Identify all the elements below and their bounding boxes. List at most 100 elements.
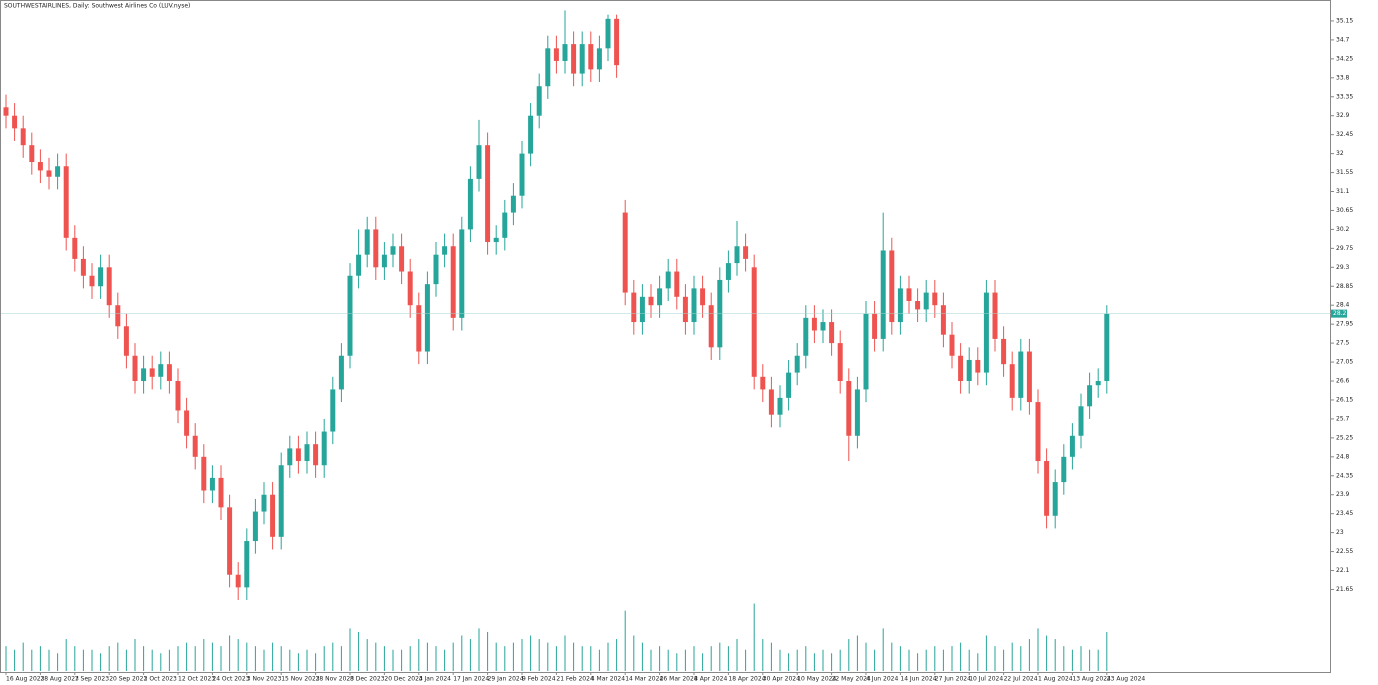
candle-body <box>416 305 422 352</box>
x-tick-label: 12 Oct 2023 <box>178 676 215 683</box>
candle-body <box>820 322 826 331</box>
x-tick-label: 28 Aug 2023 <box>40 676 79 683</box>
candle-body <box>949 334 955 356</box>
x-tick-label: 22 Jul 2024 <box>1004 676 1038 683</box>
y-tick-label: 27.95 <box>1336 321 1353 328</box>
candle-body <box>184 410 190 436</box>
candle-body <box>1001 338 1007 365</box>
candle-body <box>72 237 78 259</box>
y-tick-label: 35.15 <box>1336 17 1353 24</box>
x-tick-label: 29 Jan 2024 <box>488 676 524 683</box>
x-tick-label: 7 Sep 2023 <box>75 676 109 683</box>
y-tick-label: 23 <box>1336 529 1344 536</box>
candle-body <box>614 18 620 66</box>
candle-body <box>837 343 843 382</box>
candle-body <box>347 275 353 356</box>
candle-body <box>55 166 61 177</box>
x-tick-label: 3 Nov 2023 <box>247 676 282 683</box>
candle-body <box>278 465 284 537</box>
y-tick-label: 32.45 <box>1336 131 1353 138</box>
y-tick-label: 26.6 <box>1336 378 1350 385</box>
candle-body <box>166 364 172 382</box>
chart-title: SOUTHWESTAIRLINES, Daily: Southwest Airl… <box>4 3 190 10</box>
candle-body <box>863 313 869 390</box>
x-tick-label: 9 Feb 2024 <box>522 676 556 683</box>
candle-body <box>777 397 783 415</box>
y-tick-label: 22.1 <box>1336 567 1350 574</box>
candle-body <box>811 317 817 331</box>
y-tick-label: 28.4 <box>1336 302 1350 309</box>
y-tick-label: 27.5 <box>1336 340 1350 347</box>
y-tick-label: 33.8 <box>1336 74 1350 81</box>
candle-body <box>768 389 774 415</box>
x-tick-label: 26 Mar 2024 <box>660 676 698 683</box>
x-tick-label: 8 Dec 2023 <box>350 676 385 683</box>
candle-body <box>897 288 903 323</box>
candle-body <box>786 372 792 398</box>
x-tick-label: 10 Jul 2024 <box>969 676 1003 683</box>
candle-body <box>141 368 147 382</box>
x-tick-label: 27 Jun 2024 <box>935 676 971 683</box>
candle-body <box>923 292 929 310</box>
candle-body <box>459 229 465 318</box>
candle-body <box>485 145 491 243</box>
x-tick-label: 4 Mar 2024 <box>591 676 625 683</box>
candle-body <box>622 212 628 293</box>
candle-body <box>665 271 671 289</box>
candle-body <box>1009 364 1015 398</box>
y-tick-label: 25.25 <box>1336 434 1353 441</box>
candle-body <box>244 541 250 588</box>
candle-body <box>1095 381 1101 386</box>
candle-body <box>553 48 559 61</box>
x-tick-label: 23 Aug 2024 <box>1107 676 1146 683</box>
candle-body <box>218 477 224 508</box>
x-tick-label: 18 Apr 2024 <box>728 676 765 683</box>
candle-body <box>975 359 981 373</box>
x-tick-label: 21 Feb 2024 <box>556 676 594 683</box>
current-price-label: 28.2 <box>1333 310 1347 317</box>
candle-body <box>880 250 886 339</box>
candle-body <box>700 288 706 306</box>
candle-body <box>545 48 551 87</box>
candle-body <box>98 267 104 287</box>
x-tick-label: 20 Sep 2023 <box>109 676 147 683</box>
x-tick-label: 28 Nov 2023 <box>316 676 355 683</box>
candle-body <box>1104 313 1110 382</box>
x-tick-label: 4 Jan 2024 <box>419 676 451 683</box>
candle-body <box>304 444 310 462</box>
candle-body <box>158 364 164 377</box>
y-tick-label: 29.3 <box>1336 264 1350 271</box>
x-tick-label: 10 May 2024 <box>797 676 836 683</box>
y-tick-label: 27.05 <box>1336 359 1353 366</box>
candle-body <box>966 359 972 382</box>
candle-body <box>80 258 86 276</box>
candle-body <box>674 271 680 297</box>
candle-body <box>1078 406 1084 436</box>
candle-body <box>562 44 568 61</box>
y-tick-label: 30.65 <box>1336 207 1353 214</box>
candle-body <box>794 355 800 373</box>
candle-body <box>889 250 895 323</box>
candle-body <box>682 296 688 323</box>
candle-body <box>407 271 413 306</box>
candle-body <box>175 381 181 411</box>
y-tick-label: 23.9 <box>1336 491 1350 498</box>
y-tick-label: 24.35 <box>1336 472 1353 479</box>
x-tick-label: 8 Apr 2024 <box>694 676 727 683</box>
y-tick-label: 30.2 <box>1336 226 1350 233</box>
candle-body <box>373 229 379 268</box>
y-tick-label: 26.15 <box>1336 396 1353 403</box>
candle-body <box>519 153 525 196</box>
candle-body <box>399 246 405 272</box>
candle-body <box>450 246 456 318</box>
candle-body <box>571 44 577 74</box>
candle-body <box>63 166 69 238</box>
candle-body <box>588 44 594 70</box>
candle-body <box>657 288 663 306</box>
candle-body <box>854 389 860 436</box>
candle-body <box>115 305 121 327</box>
candle-body <box>356 254 362 276</box>
candle-body <box>915 301 921 310</box>
x-tick-label: 20 Dec 2023 <box>384 676 423 683</box>
candle-body <box>201 456 207 491</box>
